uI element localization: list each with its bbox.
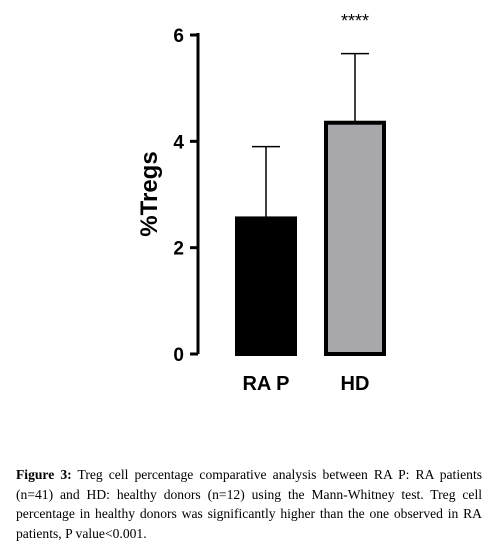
significance-label-0: **** [341,11,369,31]
figure-caption: Figure 3: Treg cell percentage comparati… [16,465,482,543]
plot-area: 0 2 4 6 RA P HD **** %Tregs [136,11,386,395]
x-category-label-1: HD [341,373,370,395]
y-ticks: 0 2 4 6 [173,26,198,366]
y-tick-label-1: 2 [173,239,184,260]
y-axis-title: %Tregs [136,151,163,236]
y-tick-label-3: 6 [173,26,184,47]
bar-chart: 0 2 4 6 RA P HD **** %Tregs [136,11,386,395]
x-labels: RA P HD [242,373,369,395]
caption-text: Treg cell percentage comparative analysi… [16,467,483,541]
caption-lead: Figure 3: [16,467,72,482]
bar-0 [235,216,297,356]
y-tick-label-0: 0 [173,345,184,366]
annotations: **** [341,11,369,31]
bar-1 [324,120,386,356]
bars [235,52,386,356]
x-category-label-0: RA P [242,373,289,395]
y-tick-label-2: 4 [173,132,184,153]
